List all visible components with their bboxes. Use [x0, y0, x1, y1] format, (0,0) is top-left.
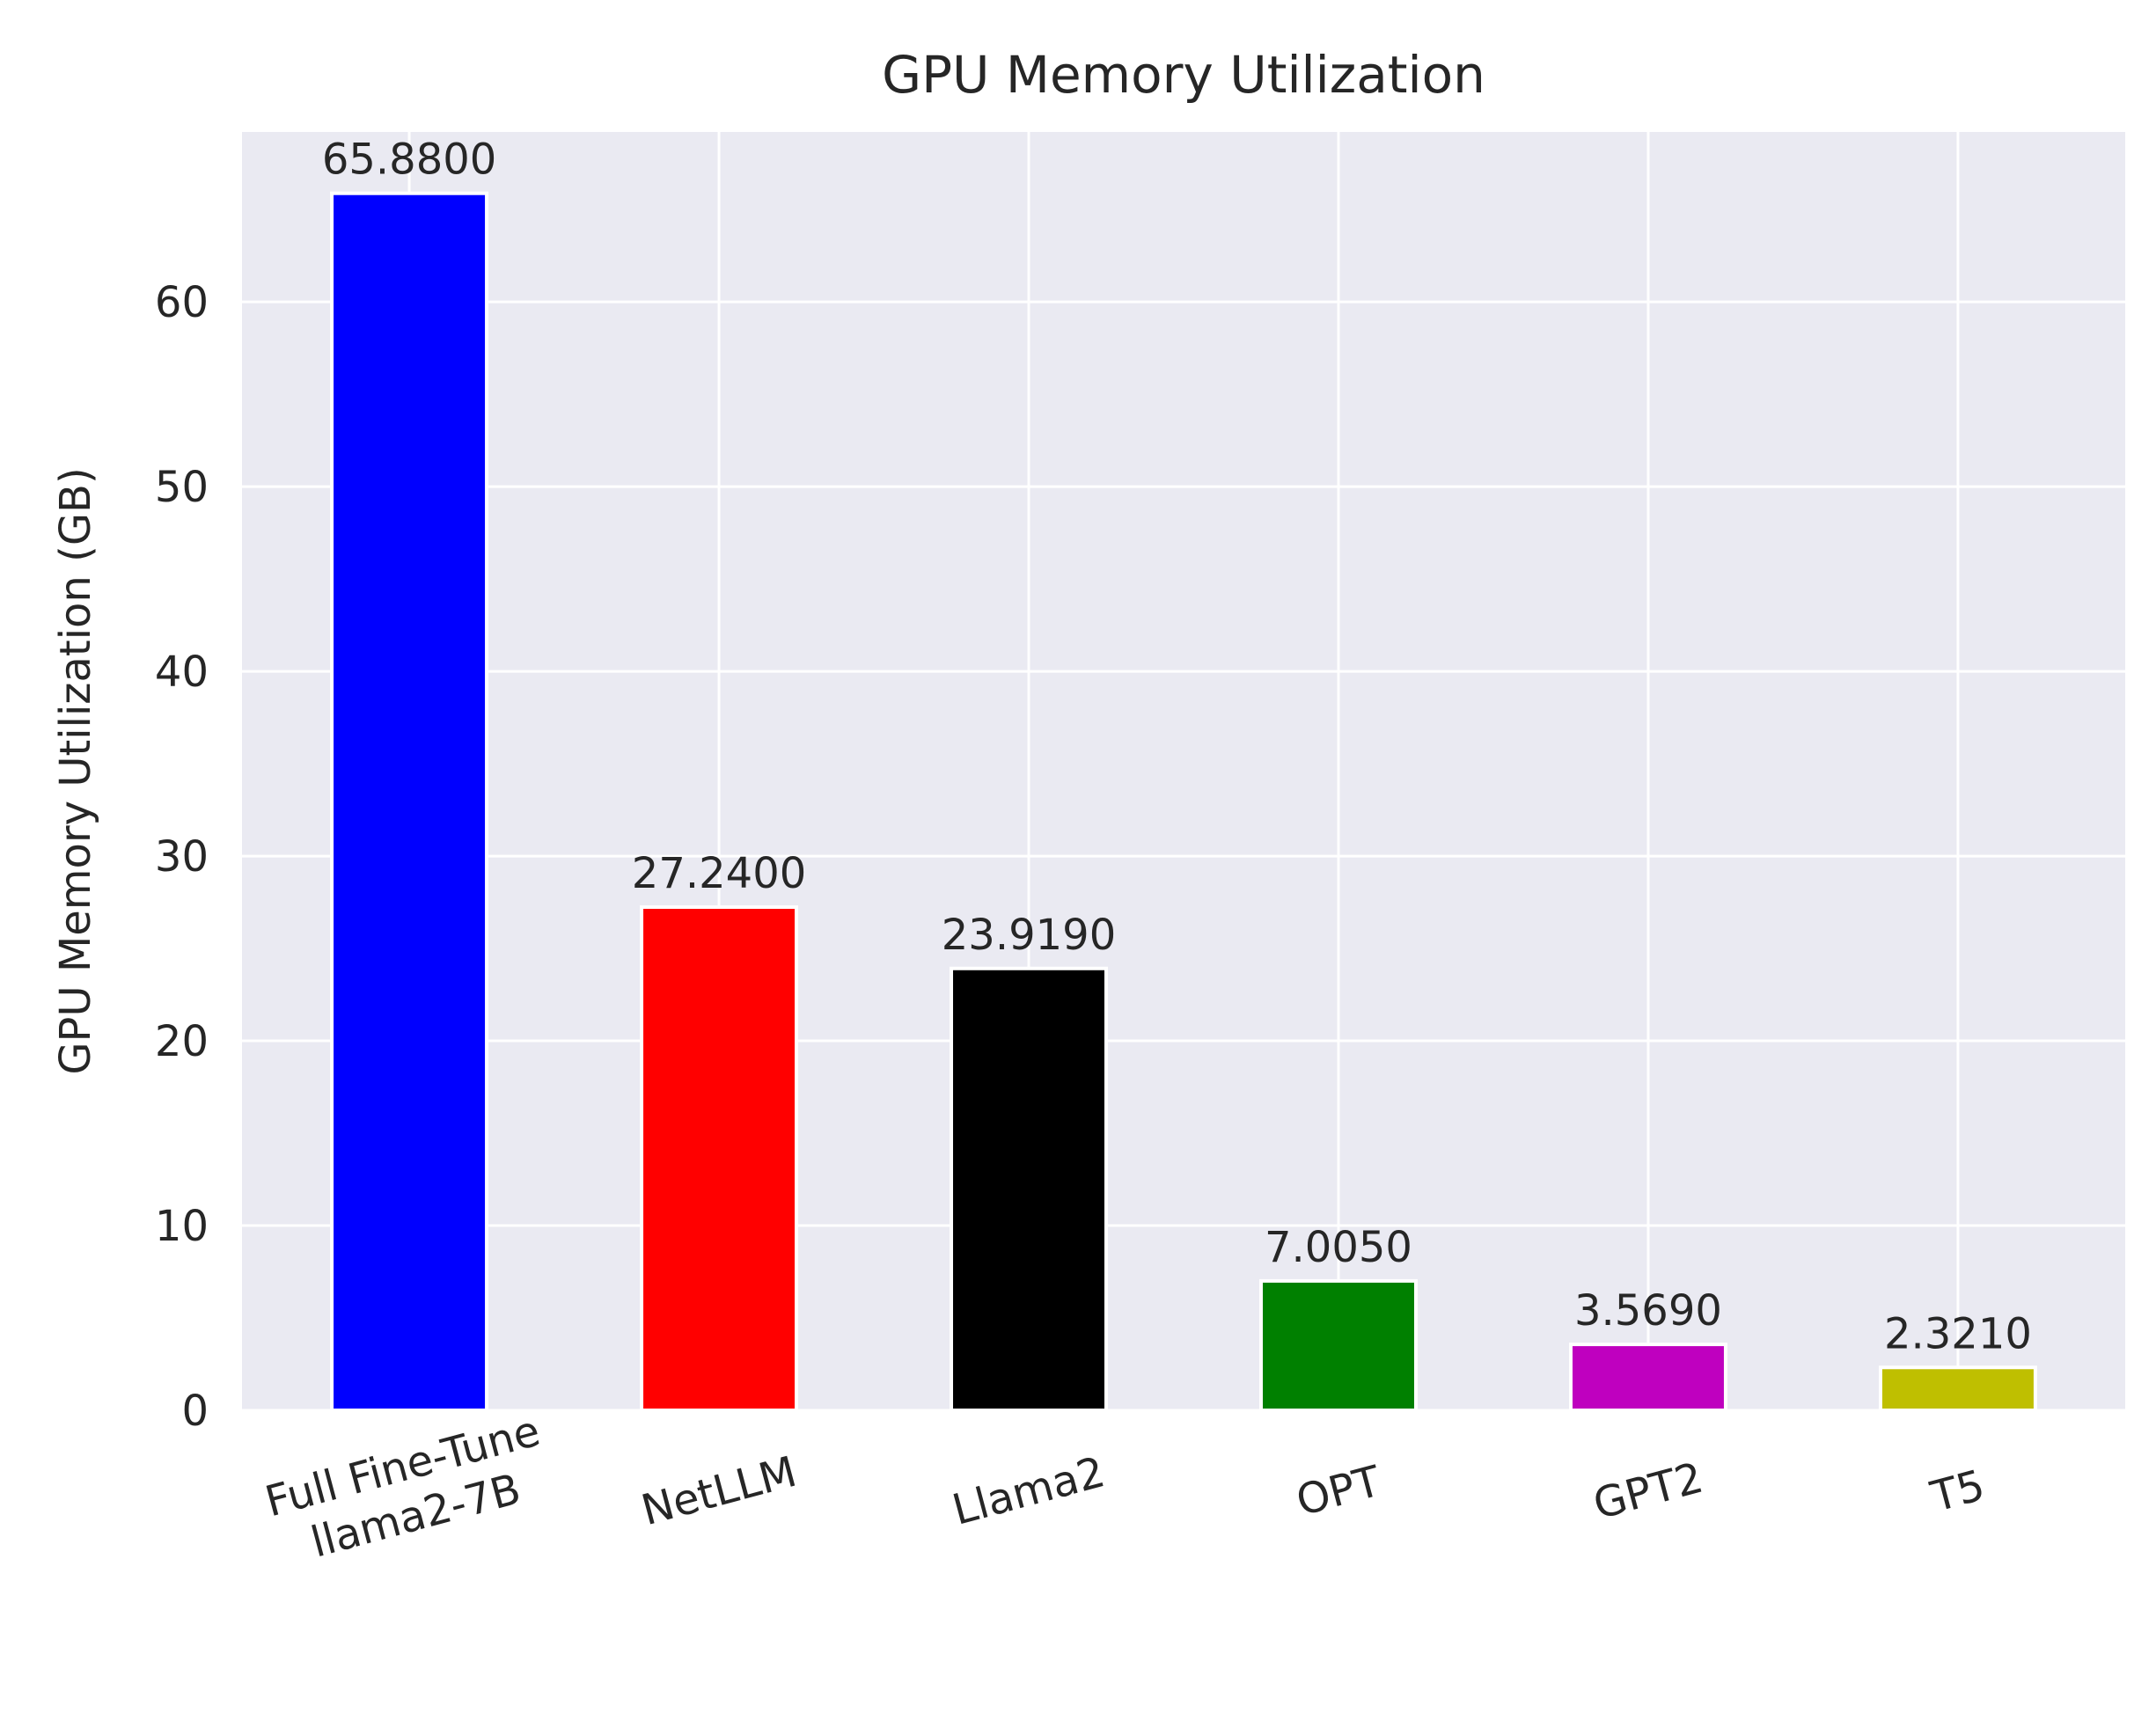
y-axis-ticks: 0 10 20 30 40 50 60	[155, 278, 209, 1436]
bar	[1258, 1278, 1418, 1413]
y-tick-label: 10	[155, 1202, 209, 1251]
bar-value-label: 3.5690	[1574, 1286, 1722, 1336]
bar	[1568, 1343, 1727, 1412]
bars	[330, 191, 2037, 1413]
bar	[1878, 1365, 2037, 1413]
bar-value-label: 27.2400	[632, 849, 807, 898]
bar-value-label: 23.9190	[942, 911, 1117, 960]
y-tick-label: 0	[181, 1387, 209, 1436]
bar	[950, 966, 1109, 1412]
y-tick-label: 20	[155, 1017, 209, 1066]
bar	[640, 905, 799, 1412]
chart-title: GPU Memory Utilization	[882, 45, 1485, 105]
bar-value-label: 65.8800	[322, 135, 497, 185]
y-axis-label: GPU Memory Utilization (GB)	[51, 467, 100, 1074]
y-tick-label: 30	[155, 832, 209, 882]
y-tick-label: 50	[155, 463, 209, 512]
plot-area	[242, 132, 2125, 1410]
data-labels: 65.8800 27.2400 23.9190 7.0050 3.5690 2.3210	[322, 135, 2032, 1359]
bar-value-label: 7.0050	[1265, 1223, 1412, 1272]
bar-value-label: 2.3210	[1884, 1309, 2032, 1358]
y-tick-label: 40	[155, 648, 209, 697]
y-tick-label: 60	[155, 278, 209, 327]
bar	[330, 191, 489, 1412]
